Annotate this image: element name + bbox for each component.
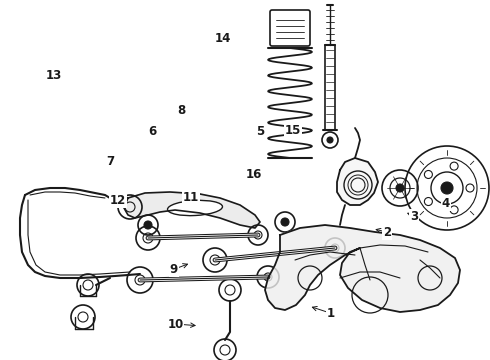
Text: 6: 6 [148, 125, 156, 138]
Text: 5: 5 [256, 125, 264, 138]
Circle shape [144, 221, 152, 229]
Text: 11: 11 [183, 191, 199, 204]
Text: 1: 1 [327, 307, 335, 320]
Text: 8: 8 [177, 104, 185, 117]
Text: 7: 7 [106, 155, 114, 168]
Text: 13: 13 [46, 69, 62, 82]
Text: 10: 10 [167, 318, 184, 330]
Polygon shape [124, 192, 260, 228]
Text: 3: 3 [410, 210, 418, 222]
Ellipse shape [168, 201, 222, 216]
FancyBboxPatch shape [270, 10, 310, 46]
Text: 4: 4 [442, 197, 450, 210]
Circle shape [396, 184, 404, 192]
Circle shape [281, 218, 289, 226]
Circle shape [327, 137, 333, 143]
Text: 14: 14 [215, 32, 231, 45]
Text: 12: 12 [109, 194, 126, 207]
Text: 16: 16 [245, 168, 262, 181]
Text: 2: 2 [383, 226, 391, 239]
Text: 9: 9 [170, 263, 178, 276]
Polygon shape [337, 158, 378, 205]
Text: 15: 15 [285, 124, 301, 137]
Circle shape [441, 182, 453, 194]
Polygon shape [265, 225, 460, 312]
